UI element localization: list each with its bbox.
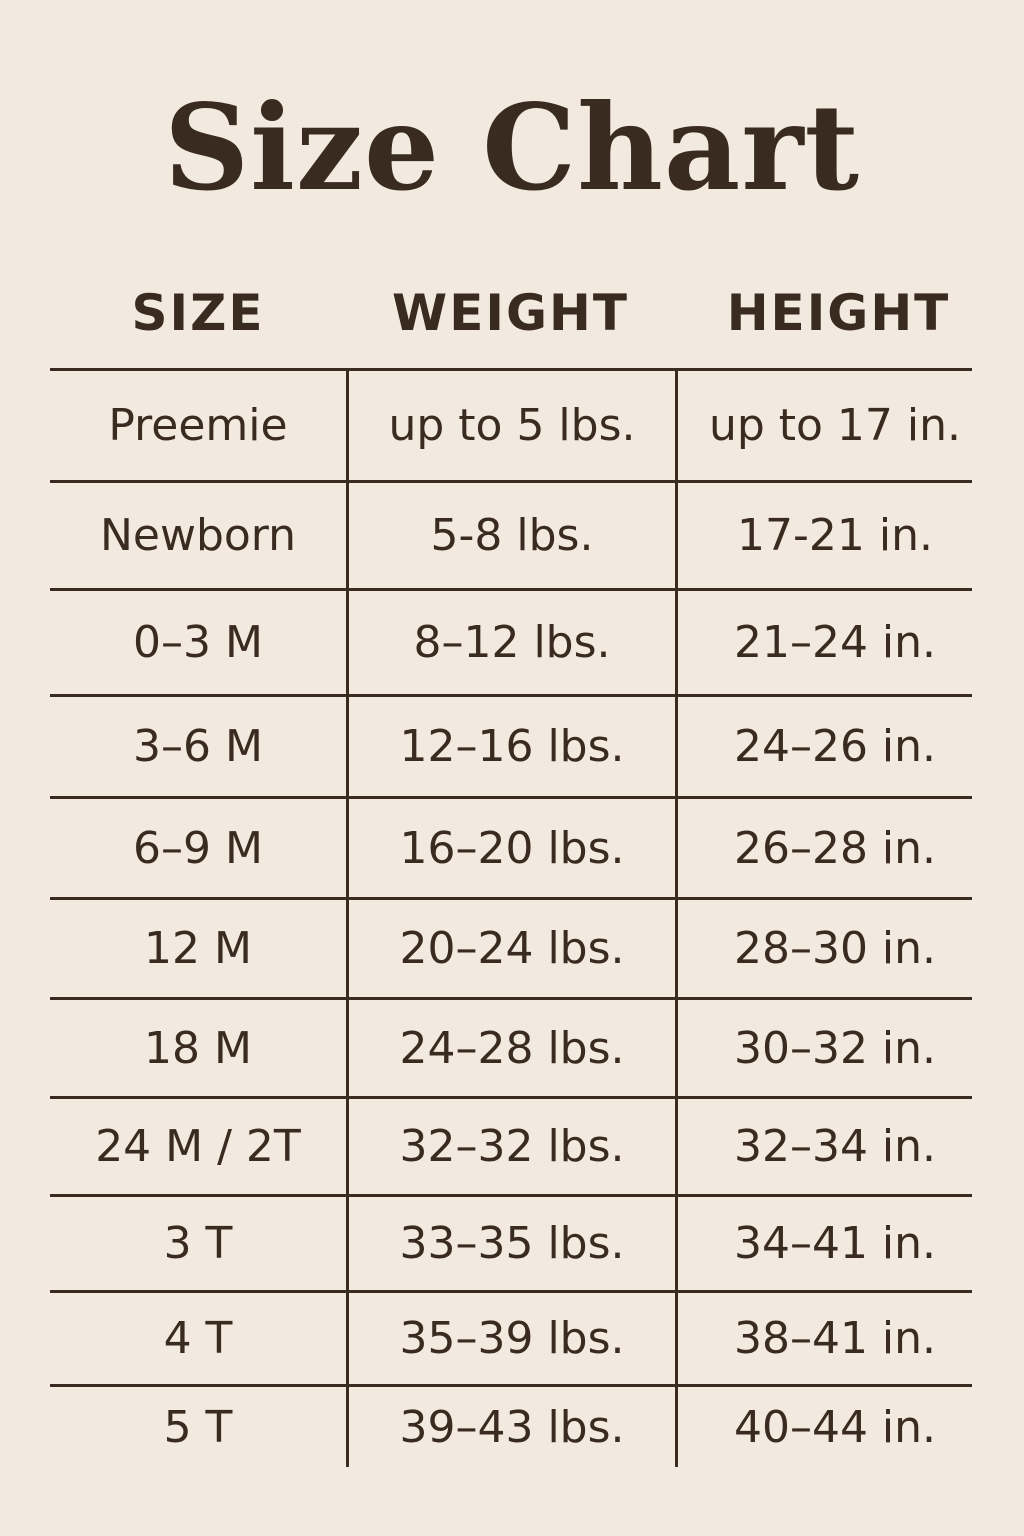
height-cell: 40–44 in. <box>675 1384 972 1467</box>
weight-cell: 39–43 lbs. <box>346 1384 675 1467</box>
height-cell: 17-21 in. <box>675 480 972 588</box>
page-title: Size Chart <box>163 78 861 217</box>
weight-cell: up to 5 lbs. <box>346 368 675 480</box>
height-cell: up to 17 in. <box>675 368 972 480</box>
size-cell: 18 M <box>50 997 346 1096</box>
size-cell: 0–3 M <box>50 588 346 694</box>
weight-cell: 33–35 lbs. <box>346 1194 675 1290</box>
weight-cell: 32–32 lbs. <box>346 1096 675 1194</box>
size-cell: 6–9 M <box>50 796 346 897</box>
column-header-height: HEIGHT <box>726 284 951 342</box>
size-cell: 3 T <box>50 1194 346 1290</box>
weight-cell: 12–16 lbs. <box>346 694 675 796</box>
column-header-size: SIZE <box>131 284 265 342</box>
height-cell: 28–30 in. <box>675 897 972 997</box>
column-header-weight: WEIGHT <box>392 284 629 342</box>
size-cell: Preemie <box>50 368 346 480</box>
weight-cell: 20–24 lbs. <box>346 897 675 997</box>
size-cell: 12 M <box>50 897 346 997</box>
size-cell: 4 T <box>50 1290 346 1384</box>
size-table: Preemie up to 5 lbs. up to 17 in. Newborn 5-… <box>50 368 972 1467</box>
weight-cell: 8–12 lbs. <box>346 588 675 694</box>
height-cell: 30–32 in. <box>675 997 972 1096</box>
height-cell: 24–26 in. <box>675 694 972 796</box>
weight-cell: 5-8 lbs. <box>346 480 675 588</box>
height-cell: 26–28 in. <box>675 796 972 897</box>
height-cell: 32–34 in. <box>675 1096 972 1194</box>
size-cell: Newborn <box>50 480 346 588</box>
height-cell: 34–41 in. <box>675 1194 972 1290</box>
size-cell: 3–6 M <box>50 694 346 796</box>
weight-cell: 24–28 lbs. <box>346 997 675 1096</box>
size-cell: 5 T <box>50 1384 346 1467</box>
size-cell: 24 M / 2T <box>50 1096 346 1194</box>
weight-cell: 16–20 lbs. <box>346 796 675 897</box>
height-cell: 38–41 in. <box>675 1290 972 1384</box>
height-cell: 21–24 in. <box>675 588 972 694</box>
weight-cell: 35–39 lbs. <box>346 1290 675 1384</box>
table-header: SIZE WEIGHT HEIGHT <box>50 282 972 344</box>
